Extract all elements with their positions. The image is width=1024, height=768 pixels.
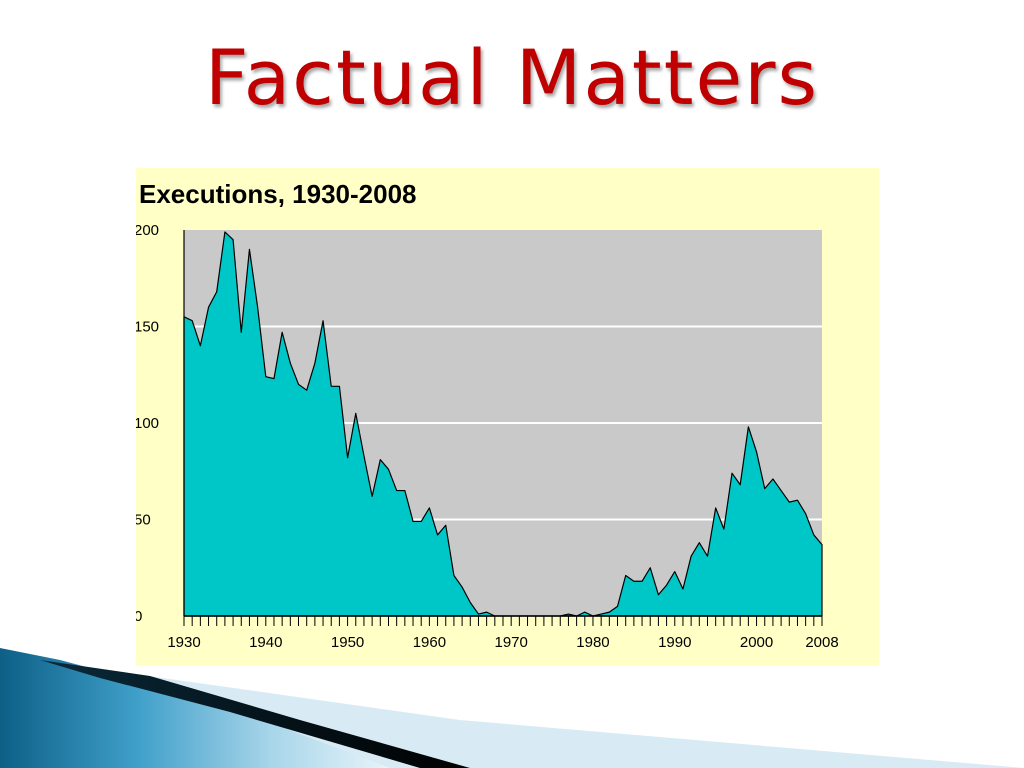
blue-swoosh (0, 648, 390, 768)
y-tick-label-100: 100 (136, 415, 159, 432)
y-tick-label-50: 50 (136, 512, 151, 529)
executions-chart: Executions, 1930-2008 0 50 100 150 200 1930 19… (136, 179, 839, 651)
x-tick-label-1980: 1980 (576, 634, 609, 651)
x-tick-label-1970: 1970 (494, 634, 527, 651)
x-tick-label-1940: 1940 (249, 634, 282, 651)
x-tick-label-1990: 1990 (658, 634, 691, 651)
x-tick-label-1930: 1930 (167, 634, 200, 651)
x-tick-label-2000: 2000 (740, 634, 773, 651)
chart-title: Executions, 1930-2008 (139, 179, 417, 209)
x-tick-label-1950: 1950 (331, 634, 364, 651)
chart-panel: Executions, 1930-2008 0 50 100 150 200 1930 19… (136, 168, 879, 666)
slide-title: Factual Matters (204, 33, 820, 122)
y-tick-label-200: 200 (136, 222, 159, 239)
y-tick-label-150: 150 (136, 319, 159, 336)
y-tick-label-0: 0 (136, 608, 142, 625)
dark-swoosh (40, 660, 470, 768)
x-tick-label-1960: 1960 (413, 634, 446, 651)
x-tick-label-2008: 2008 (805, 634, 838, 651)
